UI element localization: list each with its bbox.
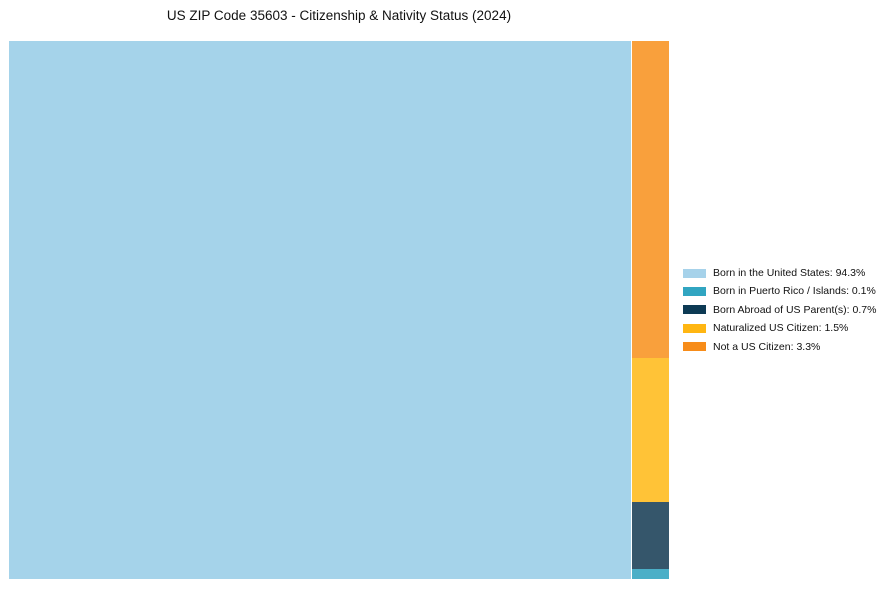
legend-item-label: Not a US Citizen: 3.3% [713, 340, 821, 353]
legend-item-label: Born in Puerto Rico / Islands: 0.1% [713, 285, 876, 298]
legend-item-label: Born Abroad of US Parent(s): 0.7% [713, 303, 877, 316]
legend: Born in the United States: 94.3% Born in… [683, 264, 876, 356]
legend-item: Born Abroad of US Parent(s): 0.7% [683, 301, 876, 319]
legend-item: Naturalized US Citizen: 1.5% [683, 319, 876, 337]
legend-swatch [683, 342, 706, 352]
legend-item-label: Naturalized US Citizen: 1.5% [713, 322, 849, 335]
legend-item: Born in the United States: 94.3% [683, 264, 876, 282]
treemap-plot-area [9, 41, 669, 579]
legend-item-label: Born in the United States: 94.3% [713, 266, 866, 279]
treemap-rect-born-in-puerto-rico-islands [632, 569, 669, 579]
chart-title: US ZIP Code 35603 - Citizenship & Nativi… [166, 8, 512, 23]
legend-swatch [683, 287, 706, 297]
legend-item: Born in Puerto Rico / Islands: 0.1% [683, 282, 876, 300]
legend-swatch [683, 305, 706, 315]
treemap-rect-born-abroad-of-us-parent-s [632, 502, 669, 570]
treemap-rect-naturalized-us-citizen [632, 358, 669, 503]
legend-item: Not a US Citizen: 3.3% [683, 338, 876, 356]
legend-swatch [683, 268, 706, 278]
treemap-rect-not-a-us-citizen [632, 41, 669, 359]
legend-swatch [683, 323, 706, 333]
treemap-rect-born-in-the-united-states [9, 41, 631, 579]
